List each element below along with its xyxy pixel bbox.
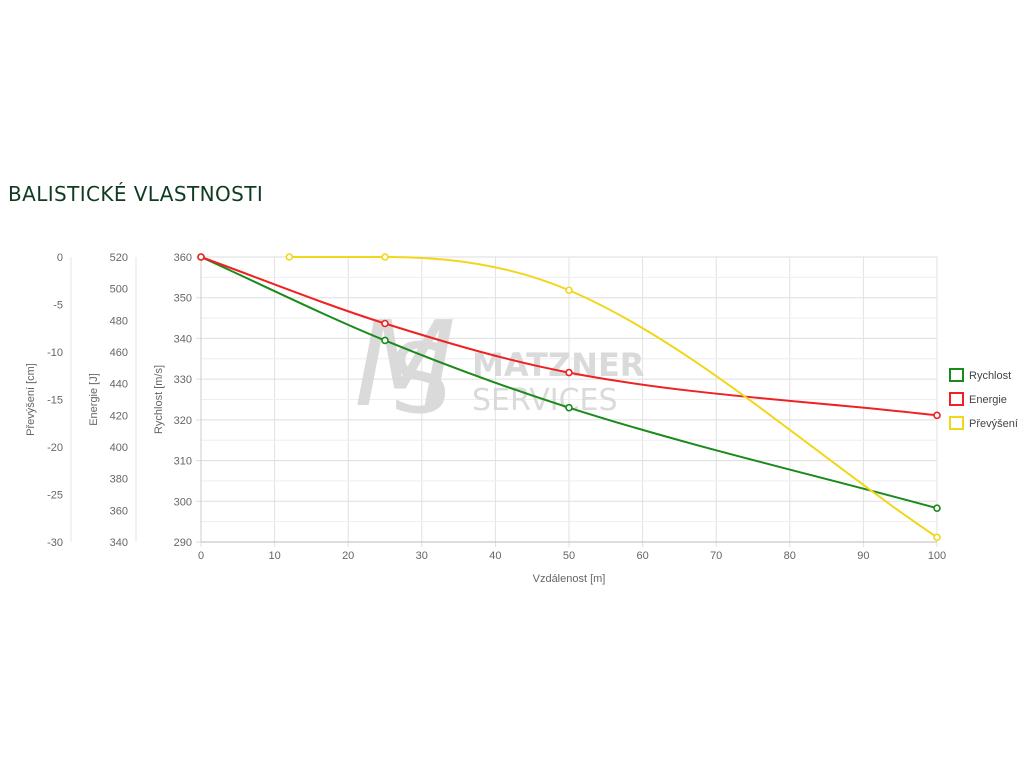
grid-layer <box>196 256 938 547</box>
x-tick-label: 0 <box>198 550 204 562</box>
legend-item-energie[interactable]: Energie <box>949 392 1007 406</box>
x-tick-label: 40 <box>489 550 501 562</box>
series-layer <box>197 253 941 542</box>
y-tick-label-rychlost: 310 <box>174 456 192 468</box>
y-tick-label-rychlost: 330 <box>174 374 192 386</box>
x-axis-title: Vzdálenost [m] <box>533 573 606 585</box>
legend-label: Rychlost <box>969 370 1011 382</box>
legend-swatch <box>949 392 964 406</box>
data-point-prevyseni[interactable] <box>933 533 941 542</box>
y-tick-label-rychlost: 350 <box>174 293 192 305</box>
y-tick-label-prevyseni: -5 <box>53 300 63 312</box>
y-tick-label-rychlost: 360 <box>174 252 192 264</box>
data-point-prevyseni[interactable] <box>381 253 389 261</box>
y-tick-label-energie: 480 <box>110 315 128 327</box>
y-tick-label-rychlost: 290 <box>174 537 192 549</box>
x-tick-label: 100 <box>928 550 946 562</box>
axes-layer: 0 10 20 30 40 50 60 70 80 90 100 Vzdálenost [m] 290 3… <box>25 252 946 585</box>
x-tick-label: 80 <box>784 550 796 562</box>
y-tick-label-energie: 360 <box>110 505 128 517</box>
y-tick-label-rychlost: 300 <box>174 496 192 508</box>
y-tick-label-rychlost: 340 <box>174 333 192 345</box>
data-point-energie[interactable] <box>197 253 205 261</box>
y-tick-label-energie: 500 <box>110 284 128 296</box>
series-line-prevyseni <box>289 255 938 539</box>
x-tick-label: 90 <box>857 550 869 562</box>
data-point-rychlost[interactable] <box>933 504 941 513</box>
page-title: BALISTICKÉ VLASTNOSTI <box>8 182 264 206</box>
y-tick-label-prevyseni: 0 <box>57 252 63 264</box>
y-tick-label-energie: 420 <box>110 410 128 422</box>
y-tick-label-energie: 400 <box>110 442 128 454</box>
x-tick-label: 50 <box>563 550 575 562</box>
legend-swatch <box>949 416 964 430</box>
data-point-energie[interactable] <box>381 319 389 328</box>
data-point-rychlost[interactable] <box>381 336 389 345</box>
y-tick-label-energie: 520 <box>110 252 128 264</box>
y-tick-label-energie: 460 <box>110 347 128 359</box>
legend[interactable]: Rychlost Energie Převýšení <box>949 368 1018 430</box>
y-tick-label-prevyseni: -10 <box>47 347 63 359</box>
x-tick-label: 10 <box>268 550 280 562</box>
series-line-energie <box>200 256 938 417</box>
data-point-rychlost[interactable] <box>565 403 573 412</box>
legend-swatch <box>949 368 964 382</box>
y-tick-label-prevyseni: -20 <box>47 442 63 454</box>
legend-item-prevyseni[interactable]: Převýšení <box>949 416 1018 430</box>
legend-item-rychlost[interactable]: Rychlost <box>949 368 1011 382</box>
data-point-energie[interactable] <box>933 411 941 420</box>
y-tick-label-energie: 340 <box>110 537 128 549</box>
data-point-energie[interactable] <box>565 368 573 377</box>
series-line-rychlost <box>200 256 938 510</box>
y-tick-label-prevyseni: -30 <box>47 537 63 549</box>
data-point-prevyseni[interactable] <box>565 286 573 295</box>
y-axis-title-energie: Energie [J] <box>88 373 100 426</box>
y-tick-label-energie: 440 <box>110 379 128 391</box>
x-tick-label: 60 <box>636 550 648 562</box>
legend-label: Převýšení <box>969 418 1018 430</box>
data-point-prevyseni[interactable] <box>285 253 294 261</box>
x-tick-label: 70 <box>710 550 722 562</box>
legend-label: Energie <box>969 394 1007 406</box>
y-tick-label-rychlost: 320 <box>174 415 192 427</box>
x-tick-label: 20 <box>342 550 354 562</box>
y-tick-label-prevyseni: -15 <box>47 395 63 407</box>
watermark-logo: M S MATZNER SERVICES <box>354 295 644 435</box>
x-tick-label: 30 <box>416 550 428 562</box>
watermark-line1: MATZNER <box>472 346 644 384</box>
watermark-monogram-s: S <box>390 323 451 435</box>
y-axis-title-rychlost: Rychlost [m/s] <box>153 365 165 434</box>
y-tick-label-energie: 380 <box>110 474 128 486</box>
y-axis-title-prevyseni: Převýšení [cm] <box>25 363 37 436</box>
y-tick-label-prevyseni: -25 <box>47 490 63 502</box>
